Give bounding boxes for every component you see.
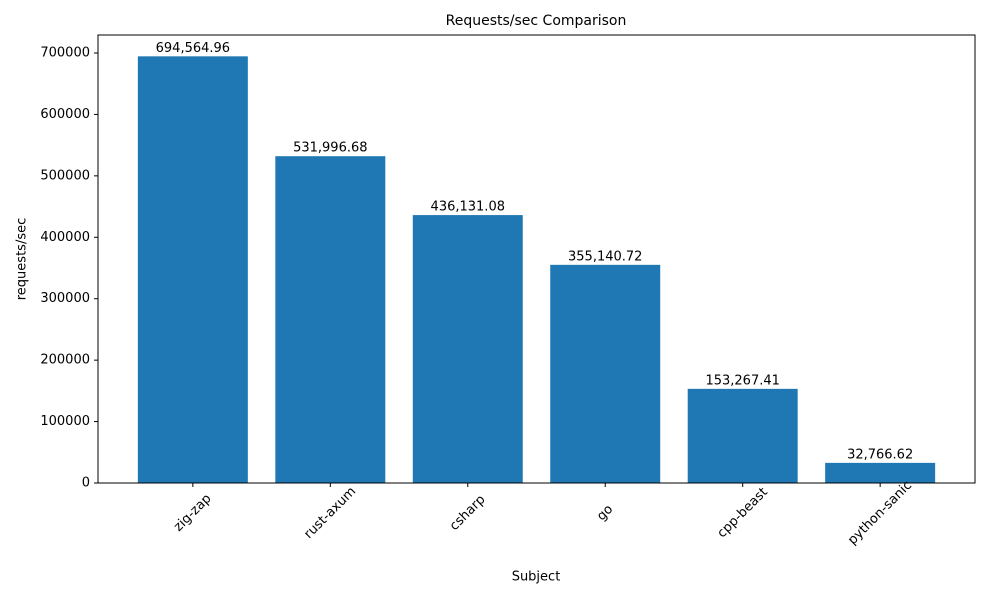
x-tick-label: rust-axum [301, 484, 359, 542]
x-tick-label: csharp [447, 492, 489, 534]
value-label: 694,564.96 [156, 41, 230, 56]
x-tick-label: cpp-beast [715, 485, 771, 541]
bar [550, 264, 661, 483]
value-label: 153,267.41 [705, 373, 779, 388]
y-axis-label: requests/sec [15, 218, 30, 301]
y-tick-label: 0 [82, 476, 90, 491]
value-label: 531,996.68 [293, 141, 367, 156]
x-axis-label: Subject [512, 570, 561, 585]
value-label: 436,131.08 [431, 200, 505, 215]
x-tick-label: python-sanic [845, 478, 915, 548]
x-tick-label: zig-zap [171, 491, 214, 534]
bar [825, 462, 936, 483]
chart-title: Requests/sec Comparison [446, 13, 627, 29]
value-label: 32,766.62 [847, 447, 913, 462]
y-tick-label: 500000 [40, 168, 90, 183]
y-tick-label: 300000 [40, 291, 90, 306]
bar [137, 56, 248, 483]
plot-frame [97, 34, 976, 484]
bar [412, 215, 523, 484]
y-tick-label: 600000 [40, 107, 90, 122]
y-tick-label: 200000 [40, 353, 90, 368]
value-label: 355,140.72 [568, 249, 642, 264]
y-tick-label: 400000 [40, 230, 90, 245]
y-tick-label: 100000 [40, 414, 90, 429]
bar [275, 156, 386, 483]
bar [687, 388, 798, 483]
x-tick-label: go [594, 502, 616, 524]
y-tick-label: 700000 [40, 45, 90, 60]
